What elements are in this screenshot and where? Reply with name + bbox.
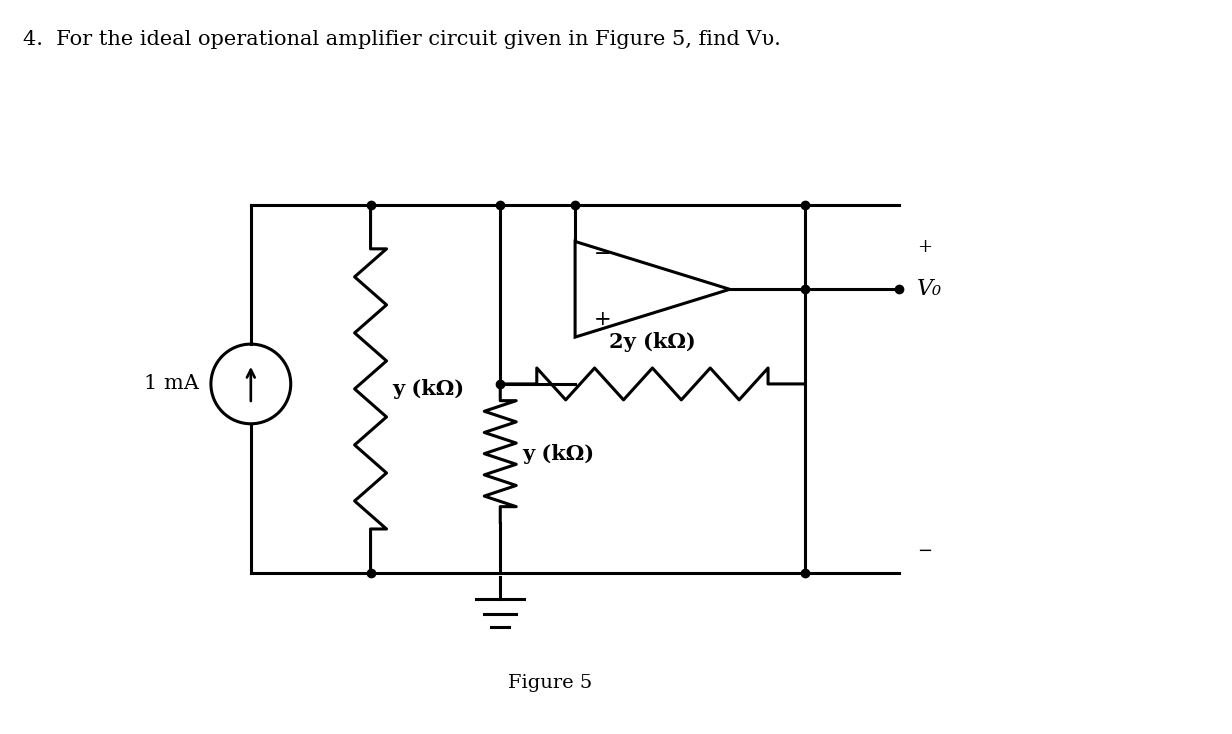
Text: −: − bbox=[594, 245, 612, 264]
Text: V₀: V₀ bbox=[918, 278, 942, 300]
Text: 2y (kΩ): 2y (kΩ) bbox=[609, 332, 696, 352]
Text: +: + bbox=[594, 310, 612, 329]
Text: −: − bbox=[918, 542, 933, 560]
Text: Figure 5: Figure 5 bbox=[508, 674, 593, 692]
Text: 4.  For the ideal operational amplifier circuit given in Figure 5, find Vυ.: 4. For the ideal operational amplifier c… bbox=[23, 30, 781, 49]
Text: 1 mA: 1 mA bbox=[144, 374, 198, 393]
Text: y (kΩ): y (kΩ) bbox=[522, 443, 594, 464]
Text: y (kΩ): y (kΩ) bbox=[393, 379, 464, 399]
Text: +: + bbox=[918, 239, 933, 256]
